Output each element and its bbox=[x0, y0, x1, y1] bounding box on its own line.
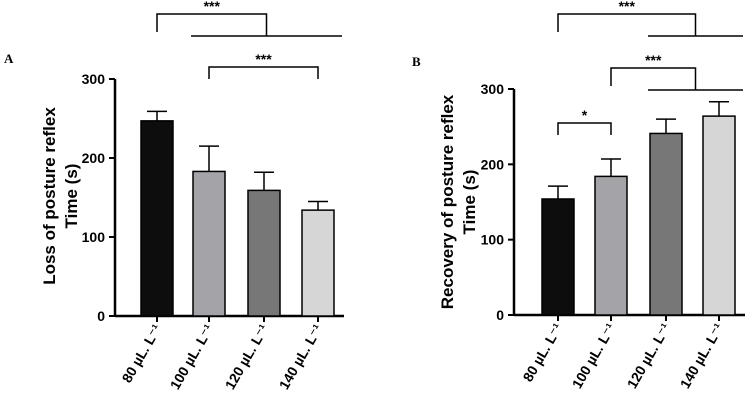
y-tick-label: 100 bbox=[481, 232, 505, 248]
bar bbox=[594, 175, 628, 316]
y-tick-label: 0 bbox=[97, 308, 105, 324]
panel-b: B Recovery of posture reflex Time (s) 0 1… bbox=[412, 0, 745, 391]
y-axis-label-line2: Time (s) bbox=[460, 170, 479, 235]
significance-label: *** bbox=[619, 0, 636, 14]
y-ticks-b: 0 100 200 300 bbox=[481, 81, 514, 323]
x-tick-label: 140 µL. L⁻¹ bbox=[276, 321, 326, 392]
significance-bracket bbox=[610, 67, 697, 90]
x-ticks-b: 80 µL. L⁻¹ 100 µL. L⁻¹ 120 µL. L⁻¹ 140 µL. … bbox=[520, 315, 727, 391]
bars-b bbox=[541, 115, 736, 316]
y-tick-label: 100 bbox=[82, 229, 106, 245]
x-ticks-a: 80 µL. L⁻¹ 100 µL. L⁻¹ 120 µL. L⁻¹ 140 µL. … bbox=[119, 316, 326, 392]
x-tick-label: 120 µL. L⁻¹ bbox=[222, 321, 272, 392]
x-tick-label: 120 µL. L⁻¹ bbox=[624, 320, 674, 391]
bar bbox=[541, 198, 575, 316]
y-tick-label: 300 bbox=[481, 81, 505, 97]
significance-bracket bbox=[156, 13, 268, 36]
y-axis-label-line2: Time (s) bbox=[62, 164, 81, 229]
panel-letter-a: A bbox=[4, 51, 14, 66]
bar bbox=[192, 170, 226, 317]
panel-a: A Loss of posture reflex Time (s) 0 100 20… bbox=[4, 0, 344, 392]
bar bbox=[649, 132, 683, 316]
y-tick-label: 300 bbox=[82, 71, 106, 87]
significance-label: *** bbox=[255, 51, 272, 67]
x-tick-label: 100 µL. L⁻¹ bbox=[569, 320, 619, 391]
panel-letter-b: B bbox=[412, 54, 421, 69]
significance-label: *** bbox=[204, 0, 221, 14]
bar bbox=[140, 120, 174, 317]
bar bbox=[247, 189, 281, 317]
y-tick-label: 200 bbox=[82, 150, 106, 166]
significance-b: ******* bbox=[557, 0, 743, 135]
x-tick-label: 100 µL. L⁻¹ bbox=[167, 321, 217, 392]
x-tick-label: 80 µL. L⁻¹ bbox=[119, 321, 165, 385]
y-axis-label-line1: Loss of posture reflex bbox=[40, 107, 59, 285]
significance-bracket bbox=[208, 66, 319, 79]
x-tick-label: 140 µL. L⁻¹ bbox=[677, 320, 727, 391]
bar bbox=[301, 209, 335, 317]
significance-bracket bbox=[557, 122, 612, 135]
error-bars-b bbox=[548, 101, 729, 199]
significance-label: *** bbox=[645, 52, 662, 68]
bars-a bbox=[140, 120, 335, 317]
y-tick-label: 0 bbox=[496, 307, 504, 323]
y-tick-label: 200 bbox=[481, 156, 505, 172]
y-axis-label-line1: Recovery of posture reflex bbox=[438, 94, 457, 309]
x-tick-label: 80 µL. L⁻¹ bbox=[520, 320, 566, 384]
bar bbox=[702, 115, 736, 316]
error-bars-a bbox=[147, 110, 328, 211]
significance-a: *** *** bbox=[156, 0, 342, 79]
significance-label: * bbox=[582, 107, 588, 123]
significance-bracket bbox=[557, 13, 697, 36]
y-ticks-a: 0 100 200 300 bbox=[82, 71, 115, 324]
